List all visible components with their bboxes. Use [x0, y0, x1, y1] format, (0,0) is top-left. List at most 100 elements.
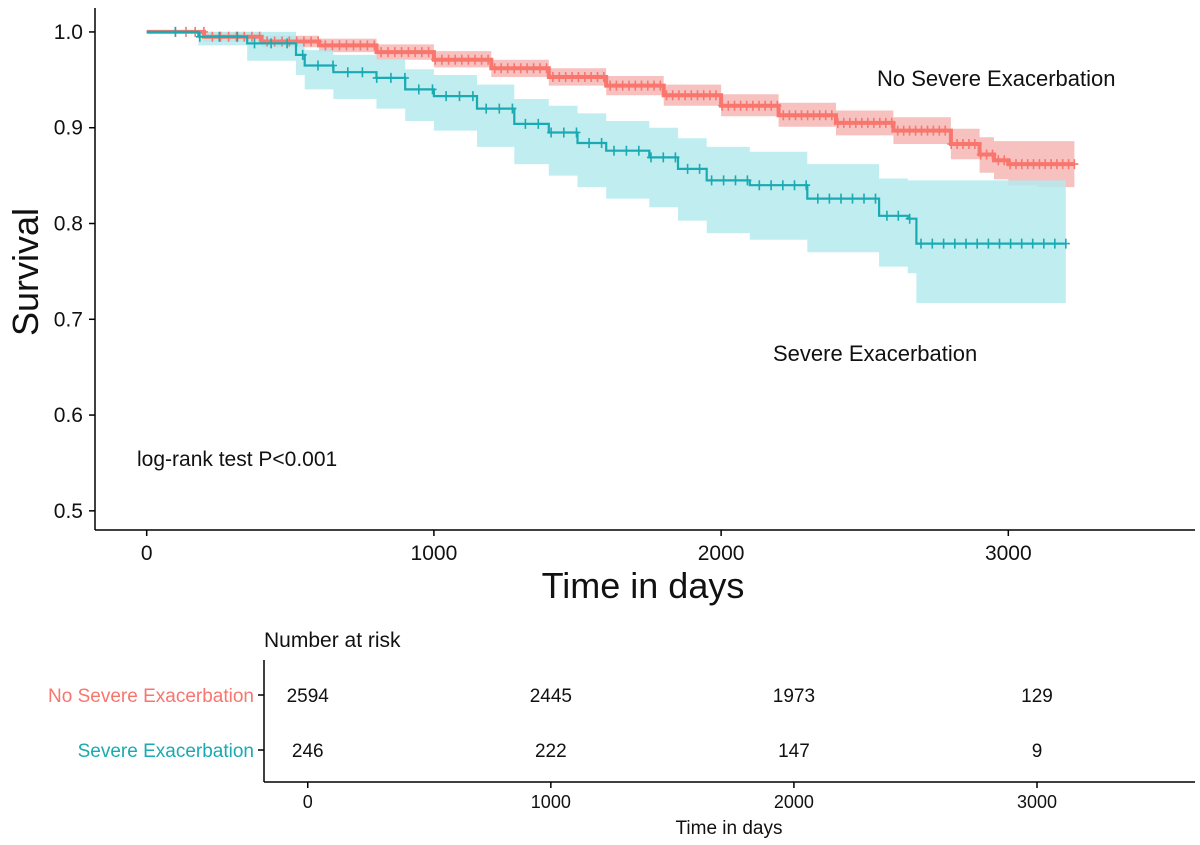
censor-mark [939, 238, 948, 249]
censor-mark [199, 26, 208, 37]
censor-mark [719, 175, 728, 186]
censor-mark [773, 100, 782, 111]
censor-mark [424, 47, 433, 58]
risk-count: 222 [535, 741, 567, 762]
censor-mark [917, 238, 925, 249]
censor-mark [482, 103, 491, 114]
censor-mark [329, 60, 337, 71]
censor-mark [521, 118, 530, 129]
censor-mark [1000, 155, 1009, 166]
x-axis-title: Time in days [542, 565, 745, 606]
risk-row-label-severe-exacerbation: Severe Exacerbation [78, 741, 254, 762]
censor-mark [941, 125, 950, 136]
censor-mark [468, 91, 477, 102]
censor-mark [813, 193, 822, 204]
censor-mark [683, 163, 692, 174]
censor-mark [599, 72, 608, 82]
censor-mark [283, 38, 292, 49]
censor-mark [270, 36, 279, 47]
censor-mark [278, 36, 286, 47]
censor-mark [659, 152, 668, 163]
censor-mark [778, 180, 787, 191]
censor-mark [597, 138, 606, 148]
risk-count: 246 [292, 741, 324, 762]
censor-mark [984, 238, 993, 249]
censor-mark [349, 40, 358, 51]
log-rank-annotation: log-rank test P<0.001 [137, 448, 337, 471]
censor-mark [970, 139, 979, 149]
censor-mark [827, 110, 836, 121]
y-tick-label: 0.8 [54, 213, 83, 236]
y-tick-label: 0.9 [54, 117, 83, 140]
censor-mark [411, 47, 420, 58]
risk-row-label-no-severe-exacerbation: No Severe Exacerbation [48, 686, 254, 707]
risk-count: 2445 [530, 686, 572, 707]
censor-mark [712, 90, 720, 101]
censor-mark [442, 91, 451, 102]
censor-mark [298, 49, 307, 60]
censor-mark [887, 117, 896, 128]
censor-mark [905, 213, 914, 224]
censor-mark [328, 40, 337, 51]
risk-count: 147 [778, 741, 810, 762]
censor-mark [404, 47, 413, 58]
censor-mark [437, 54, 446, 65]
x-tick-label: 3000 [985, 542, 1032, 565]
censor-mark [848, 193, 857, 204]
censor-mark [973, 238, 982, 249]
x-tick-label: 1000 [411, 542, 458, 565]
censor-mark [386, 72, 395, 83]
censor-mark [431, 54, 440, 65]
y-tick-label: 0.5 [54, 500, 83, 523]
censor-mark [495, 103, 504, 114]
censor-mark [428, 84, 437, 95]
risk-table-x-axis-title: Time in days [676, 818, 783, 839]
risk-count: 9 [1032, 741, 1043, 762]
censor-mark [825, 193, 834, 204]
censor-mark [647, 152, 655, 163]
censor-mark [299, 36, 308, 47]
censor-mark [397, 47, 406, 58]
censor-mark [343, 67, 352, 78]
censor-mark [559, 127, 568, 138]
censor-mark [790, 180, 799, 191]
censor-mark [542, 63, 551, 74]
censor-mark [950, 238, 959, 249]
censor-mark [370, 40, 379, 51]
censor-mark [995, 238, 1004, 249]
censor-mark [1028, 238, 1037, 249]
censor-mark [1070, 159, 1079, 170]
censor-mark [372, 72, 381, 83]
censor-mark [695, 163, 704, 174]
y-axis-title: Survival [5, 208, 46, 336]
number-at-risk-table: No Severe Exacerbation 2594 2445 1973 129 Sev… [48, 660, 1195, 812]
censor-mark [335, 40, 344, 51]
censor-mark [171, 26, 180, 37]
censor-mark [215, 31, 224, 42]
censor-mark [962, 238, 970, 249]
censor-mark [731, 175, 740, 186]
censor-mark [255, 31, 264, 42]
censor-mark [1061, 238, 1070, 249]
censor-mark [894, 210, 903, 221]
censor-mark [988, 149, 997, 160]
risk-count: 1973 [773, 686, 815, 707]
risk-x-tick-label: 1000 [531, 792, 571, 812]
censor-mark [400, 72, 409, 83]
censor-mark [622, 145, 631, 156]
censor-mark [342, 40, 351, 51]
censor-mark [455, 91, 464, 102]
ci-band-no-severe-exacerbation [146, 31, 1075, 188]
censor-mark [390, 47, 399, 58]
censor-mark [572, 127, 581, 138]
series-label-severe-exacerbation: Severe Exacerbation [773, 341, 977, 366]
censor-mark [363, 40, 372, 51]
risk-count: 129 [1021, 686, 1053, 707]
censor-mark [267, 38, 276, 49]
censor-mark [508, 103, 517, 114]
y-tick-label: 0.7 [54, 308, 83, 331]
censor-mark [1050, 238, 1059, 249]
censor-mark [634, 145, 643, 156]
censor-mark [1017, 238, 1026, 249]
censor-mark [767, 180, 776, 191]
